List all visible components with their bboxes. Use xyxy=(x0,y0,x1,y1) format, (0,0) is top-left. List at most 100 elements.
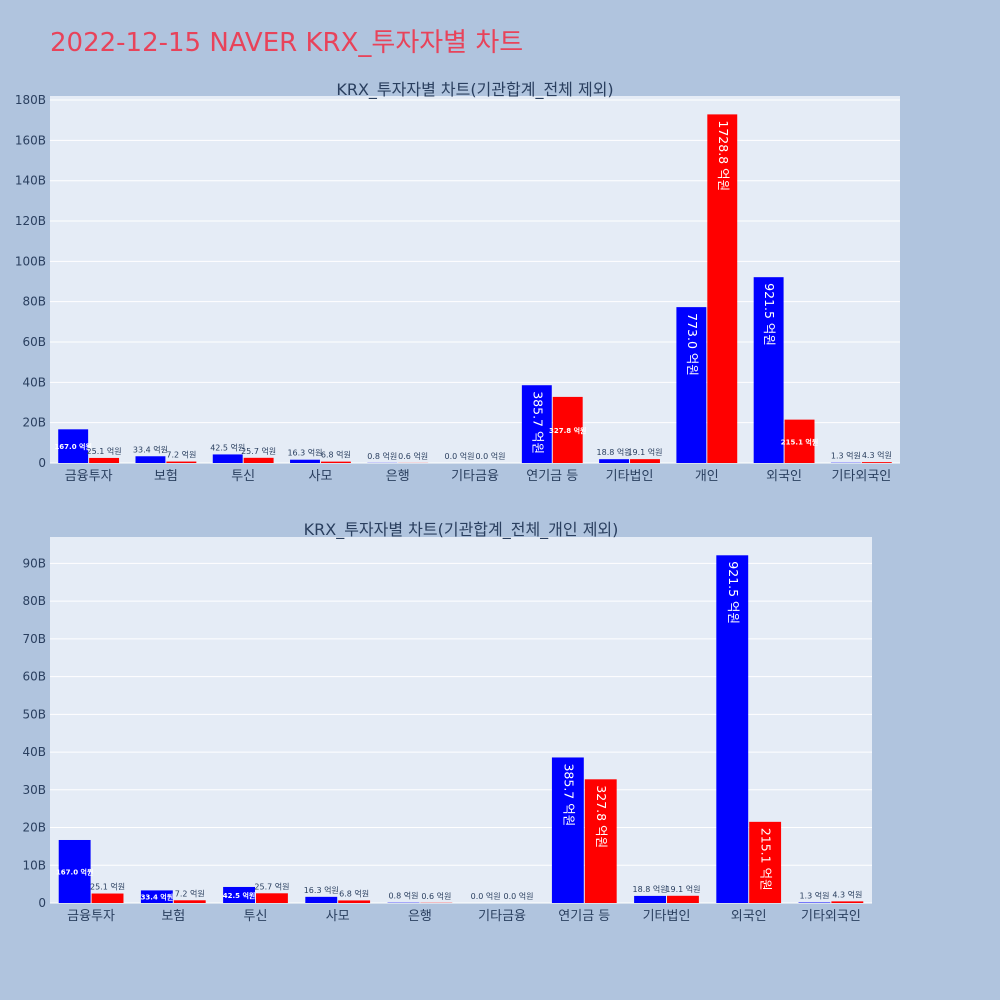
bar-buy xyxy=(290,459,320,463)
bar-value-label: 1728.8 억원 xyxy=(716,120,731,191)
x-tick-label: 보험 xyxy=(154,469,178,484)
x-tick-label: 기타금융 xyxy=(478,909,526,924)
bar-value-label: 215.1 억원 xyxy=(781,437,818,446)
y-tick-label: 90B xyxy=(22,556,46,570)
bar-sell xyxy=(861,462,892,463)
bar-value-label: 0.6 억원 xyxy=(398,451,428,461)
y-tick-label: 40B xyxy=(22,745,46,759)
chart-top: KRX_투자자별 차트(기관합계_전체 제외) 0 20B 40B 60B 80B 100B… xyxy=(15,80,900,484)
bar-value-label: 25.7 억원 xyxy=(254,881,289,891)
bar-value-label: 921.5 억원 xyxy=(726,561,741,624)
y-tick-label: 160B xyxy=(15,133,46,147)
bar-value-label: 18.8 억원 xyxy=(597,447,632,457)
bar-value-label: 0.0 억원 xyxy=(445,451,475,461)
bar-buy xyxy=(551,757,584,903)
bar-buy xyxy=(305,896,338,903)
bar-value-label: 16.3 억원 xyxy=(287,448,322,458)
bar-value-label: 385.7 억원 xyxy=(530,391,545,454)
plot-area xyxy=(50,537,872,903)
y-tick-label: 0 xyxy=(38,896,46,910)
bar-value-label: 25.1 억원 xyxy=(87,446,122,456)
y-tick-label: 70B xyxy=(22,632,46,646)
bar-buy xyxy=(135,456,166,463)
y-tick-label: 10B xyxy=(22,858,46,872)
chart-bottom: KRX_투자자별 차트(기관합계_전체_개인 제외) 0 10B 20B 30B 40B 5… xyxy=(22,520,872,924)
bar-sell xyxy=(707,114,738,464)
bar-buy xyxy=(753,277,784,463)
bar-value-label: 42.5 억원 xyxy=(210,442,245,452)
bar-value-label: 0.6 억원 xyxy=(421,891,451,901)
bar-buy xyxy=(212,454,243,463)
bar-value-label: 18.8 억원 xyxy=(633,884,668,894)
bar-value-label: 327.8 억원 xyxy=(549,426,586,435)
bar-sell xyxy=(89,457,120,463)
bar-value-label: 25.1 억원 xyxy=(90,882,125,892)
bar-buy xyxy=(676,307,707,463)
y-tick-label: 50B xyxy=(22,707,46,721)
bar-sell xyxy=(667,895,699,903)
bar-value-label: 773.0 억원 xyxy=(685,313,700,376)
y-tick-label: 80B xyxy=(22,594,46,608)
x-tick-label: 기타금융 xyxy=(451,469,499,484)
y-tick-label: 20B xyxy=(22,821,46,835)
bar-buy xyxy=(521,385,552,463)
x-tick-label: 사모 xyxy=(308,469,332,484)
bar-sell xyxy=(552,396,583,463)
bar-value-label: 167.0 억원 xyxy=(56,867,93,876)
x-tick-label: 기타법인 xyxy=(643,909,691,924)
bar-sell xyxy=(749,821,782,903)
bar-value-label: 921.5 억원 xyxy=(762,283,777,346)
y-tick-label: 0 xyxy=(38,456,46,470)
page-title: 2022-12-15 NAVER KRX_투자자별 차트 xyxy=(50,28,524,58)
bar-sell xyxy=(166,461,197,463)
bar-value-label: 33.4 억원 xyxy=(133,444,168,454)
y-tick-label: 40B xyxy=(22,375,46,389)
bar-buy xyxy=(223,886,255,903)
bar-sell xyxy=(831,901,864,903)
x-tick-label: 투신 xyxy=(244,909,268,924)
y-tick-label: 180B xyxy=(15,93,46,107)
x-tick-label: 외국인 xyxy=(766,469,802,484)
bar-sell xyxy=(256,893,288,903)
bar-buy xyxy=(58,429,89,463)
y-tick-label: 20B xyxy=(22,416,46,430)
bar-value-label: 4.3 억원 xyxy=(862,450,892,460)
bar-sell xyxy=(630,459,660,463)
bar-value-label: 6.8 억원 xyxy=(321,450,351,460)
bar-buy xyxy=(58,839,91,903)
bar-value-label: 1.3 억원 xyxy=(831,451,861,461)
bar-sell xyxy=(173,900,206,903)
bar-value-label: 4.3 억원 xyxy=(832,889,862,899)
x-tick-label: 연기금 등 xyxy=(526,469,578,484)
x-tick-label: 금융투자 xyxy=(65,469,113,484)
y-tick-label: 100B xyxy=(15,254,46,268)
y-tick-label: 140B xyxy=(15,174,46,188)
x-tick-label: 기타법인 xyxy=(606,469,654,484)
bar-value-label: 6.8 억원 xyxy=(339,888,369,898)
bar-value-label: 19.1 억원 xyxy=(627,447,662,457)
bar-value-label: 42.5 억원 xyxy=(223,891,256,900)
bar-value-label: 1.3 억원 xyxy=(799,891,829,901)
bar-value-label: 0.0 억원 xyxy=(475,451,505,461)
bar-buy xyxy=(634,895,666,903)
x-tick-label: 보험 xyxy=(161,909,185,924)
bar-value-label: 0.8 억원 xyxy=(388,891,418,901)
bar-buy xyxy=(599,459,630,463)
bar-value-label: 0.8 억원 xyxy=(367,451,397,461)
bar-value-label: 19.1 억원 xyxy=(665,884,700,894)
x-tick-label: 은행 xyxy=(386,468,410,484)
chart-title: KRX_투자자별 차트(기관합계_전체 제외) xyxy=(336,80,613,100)
x-tick-label: 개인 xyxy=(695,469,719,484)
chart-title: KRX_투자자별 차트(기관합계_전체_개인 제외) xyxy=(304,520,619,540)
x-tick-label: 기타외국인 xyxy=(801,909,861,924)
bar-value-label: 327.8 억원 xyxy=(594,785,609,848)
bar-value-label: 0.0 억원 xyxy=(471,891,501,901)
x-tick-label: 사모 xyxy=(326,909,350,924)
bar-buy xyxy=(716,555,749,903)
bar-value-label: 33.4 억원 xyxy=(141,893,174,902)
bar-sell xyxy=(784,419,815,463)
bar-value-label: 7.2 억원 xyxy=(166,450,196,460)
bar-value-label: 215.1 억원 xyxy=(759,828,774,891)
y-tick-label: 60B xyxy=(22,335,46,349)
y-tick-label: 120B xyxy=(15,214,46,228)
